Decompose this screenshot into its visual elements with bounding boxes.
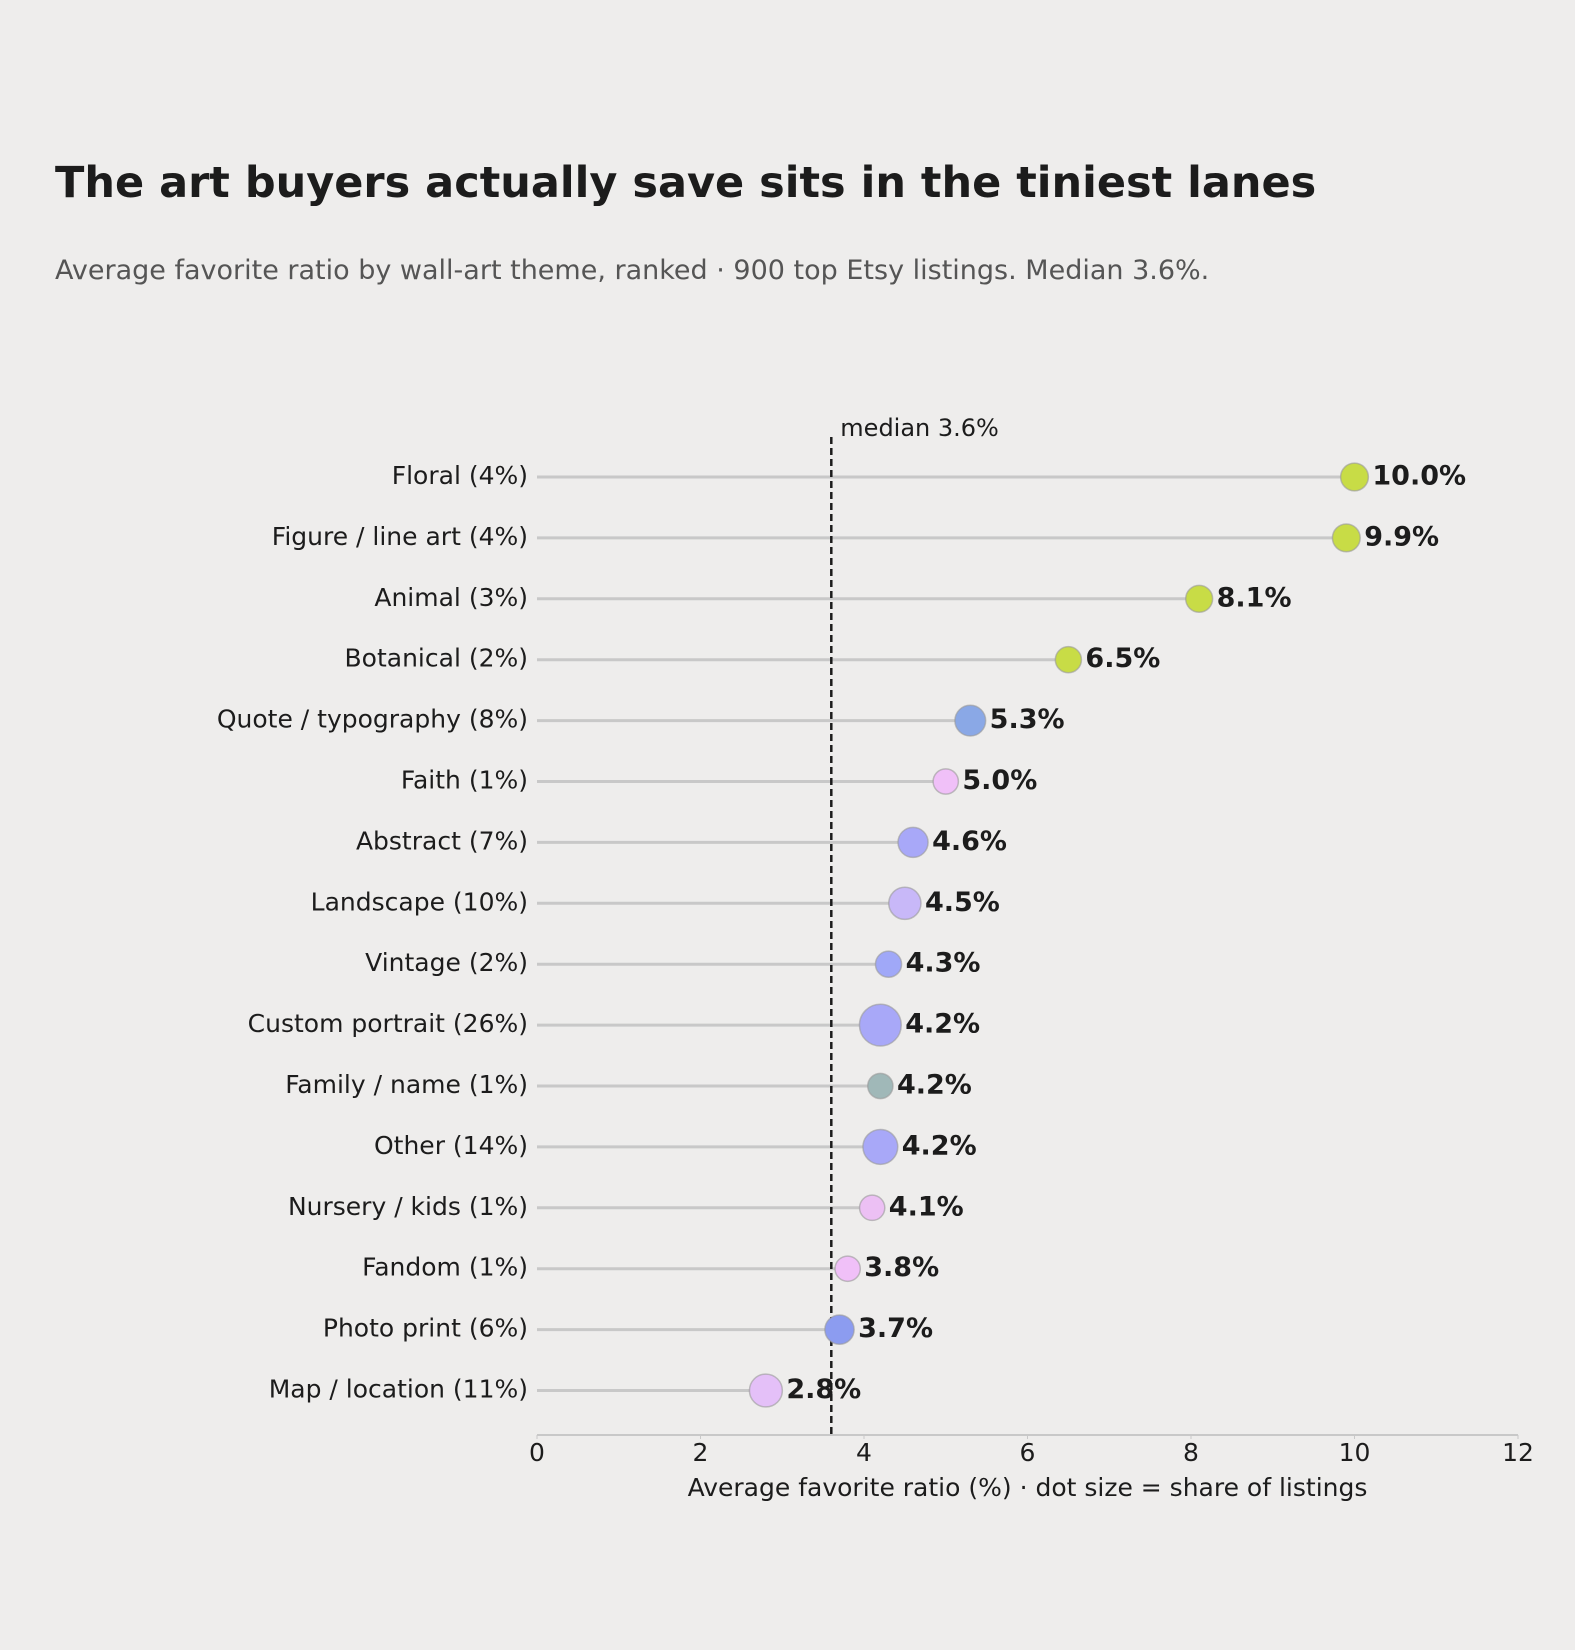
category-label: Faith (1%) (401, 766, 528, 795)
category-label: Abstract (7%) (356, 826, 528, 855)
value-label: 4.2% (905, 1009, 980, 1040)
x-axis-label: Average favorite ratio (%) · dot size = … (688, 1473, 1368, 1502)
category-label: Fandom (1%) (362, 1253, 528, 1282)
x-tick-label: 12 (1502, 1438, 1534, 1467)
category-label: Botanical (2%) (345, 644, 528, 673)
category-label: Family / name (1%) (285, 1070, 528, 1099)
dot (897, 826, 929, 859)
category-label: Quote / typography (8%) (217, 705, 528, 734)
value-label: 4.2% (897, 1070, 972, 1101)
value-label: 8.1% (1217, 582, 1292, 613)
dot (888, 886, 922, 921)
category-label: Figure / line art (4%) (272, 522, 528, 551)
value-label: 4.5% (925, 887, 1000, 918)
value-label: 5.3% (990, 704, 1065, 735)
value-label: 9.9% (1364, 521, 1439, 552)
dot (874, 950, 903, 979)
value-label: 2.8% (786, 1374, 861, 1405)
category-label: Photo print (6%) (323, 1314, 528, 1343)
chart-subtitle: Average favorite ratio by wall-art theme… (55, 255, 1210, 286)
dot (862, 1128, 899, 1166)
value-label: 3.8% (864, 1252, 939, 1283)
dot (932, 768, 960, 795)
dot (954, 704, 987, 737)
value-label: 4.2% (902, 1130, 977, 1161)
value-label: 10.0% (1372, 461, 1466, 492)
median-label: median 3.6% (840, 414, 999, 442)
dot (858, 1003, 902, 1047)
category-label: Floral (4%) (392, 461, 528, 490)
category-label: Nursery / kids (1%) (288, 1192, 528, 1221)
dot (1054, 645, 1083, 674)
dot (1331, 523, 1361, 553)
value-label: 6.5% (1085, 643, 1160, 674)
category-label: Other (14%) (374, 1131, 528, 1160)
dot (1339, 462, 1370, 492)
category-label: Landscape (10%) (311, 887, 528, 916)
x-tick-label: 2 (693, 1438, 709, 1467)
value-label: 3.7% (858, 1313, 933, 1344)
dot (834, 1255, 862, 1283)
category-label: Custom portrait (26%) (248, 1009, 528, 1038)
x-tick-label: 8 (1183, 1438, 1199, 1467)
x-tick-label: 4 (856, 1438, 872, 1467)
dot (748, 1373, 784, 1408)
dot (866, 1072, 894, 1100)
chart-title: The art buyers actually save sits in the… (55, 158, 1317, 208)
value-label: 4.3% (906, 948, 981, 979)
value-label: 4.6% (932, 826, 1007, 857)
x-tick-label: 0 (529, 1438, 545, 1467)
category-label: Map / location (11%) (269, 1375, 528, 1404)
value-label: 5.0% (962, 765, 1037, 796)
dot (824, 1314, 855, 1346)
x-tick-label: 10 (1339, 1438, 1371, 1467)
dot (1184, 584, 1214, 614)
x-tick-label: 6 (1020, 1438, 1036, 1467)
category-label: Vintage (2%) (365, 948, 528, 977)
dot (858, 1194, 886, 1222)
value-label: 4.1% (889, 1191, 964, 1222)
category-label: Animal (3%) (374, 583, 528, 612)
